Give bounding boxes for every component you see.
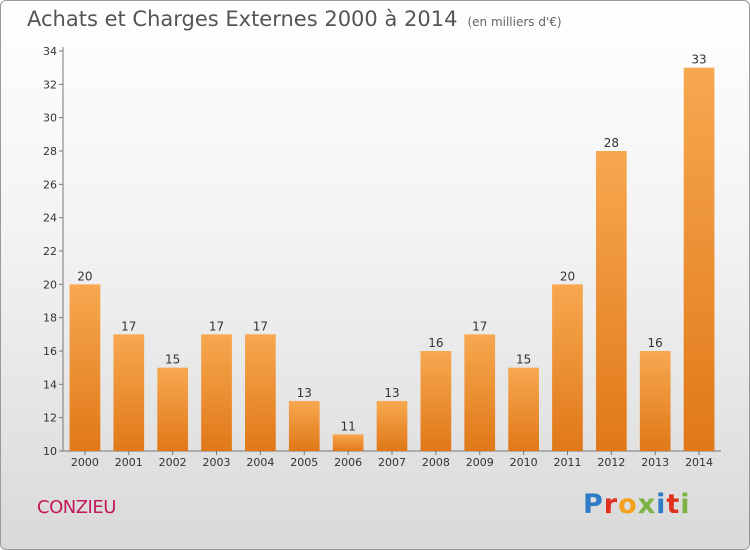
x-tick-label: 2012 <box>597 456 625 469</box>
bar <box>157 367 189 451</box>
data-label: 33 <box>691 53 706 67</box>
chart-title: Achats et Charges Externes 2000 à 2014 (e… <box>27 7 562 31</box>
y-tick-label: 30 <box>43 112 57 125</box>
data-label: 16 <box>428 336 443 350</box>
data-label: 17 <box>209 319 224 333</box>
data-label: 15 <box>165 353 180 367</box>
y-tick-label: 24 <box>43 212 57 225</box>
bar <box>508 367 539 451</box>
proxiti-logo: Proxiti <box>583 489 691 520</box>
data-label: 28 <box>604 136 619 150</box>
data-label: 17 <box>121 319 136 333</box>
bar <box>376 401 408 451</box>
bar <box>420 351 452 451</box>
x-tick-label: 2009 <box>466 456 494 469</box>
y-tick-label: 32 <box>43 78 57 91</box>
y-tick-label: 12 <box>43 412 57 425</box>
x-tick-label: 2011 <box>553 456 581 469</box>
y-tick-label: 22 <box>43 245 57 258</box>
bar <box>332 434 364 451</box>
bar <box>113 334 145 451</box>
bar <box>245 334 276 451</box>
bar <box>683 67 715 452</box>
y-tick-label: 16 <box>43 345 57 358</box>
data-label: 20 <box>77 269 92 283</box>
y-tick-label: 10 <box>43 445 57 458</box>
logo-letter: P <box>583 489 604 520</box>
data-label: 17 <box>472 319 487 333</box>
logo-letter: x <box>637 489 657 520</box>
commune-name: CONZIEU <box>37 497 116 518</box>
x-tick-label: 2005 <box>290 456 318 469</box>
x-tick-label: 2007 <box>378 456 406 469</box>
data-label: 15 <box>516 353 531 367</box>
bar <box>288 401 320 451</box>
logo-letter: i <box>656 489 667 520</box>
title-text: Achats et Charges Externes 2000 à 2014 <box>27 7 458 31</box>
data-label: 13 <box>384 386 399 400</box>
y-tick-label: 26 <box>43 178 57 191</box>
x-tick-label: 2014 <box>685 456 713 469</box>
x-tick-label: 2008 <box>422 456 450 469</box>
x-tick-label: 2013 <box>641 456 669 469</box>
logo-letter: r <box>603 489 619 520</box>
y-tick-label: 28 <box>43 145 57 158</box>
x-tick-label: 2001 <box>115 456 143 469</box>
data-label: 20 <box>560 269 575 283</box>
x-tick-label: 2004 <box>246 456 274 469</box>
logo-letter: t <box>666 489 681 520</box>
data-label: 17 <box>253 319 268 333</box>
data-label: 11 <box>340 419 355 433</box>
y-tick-label: 20 <box>43 278 57 291</box>
y-tick-label: 14 <box>43 378 57 391</box>
y-tick-label: 34 <box>43 45 57 58</box>
unit-label: (en milliers d'€) <box>467 15 562 29</box>
x-tick-label: 2002 <box>159 456 187 469</box>
bar <box>464 334 496 451</box>
data-label: 16 <box>648 336 663 350</box>
data-label: 13 <box>297 386 312 400</box>
x-tick-label: 2003 <box>203 456 231 469</box>
x-tick-label: 2000 <box>71 456 99 469</box>
y-tick-label: 18 <box>43 312 57 325</box>
bar <box>639 351 671 451</box>
bar <box>595 151 627 451</box>
bar <box>552 284 583 451</box>
bar <box>69 284 101 451</box>
x-tick-label: 2006 <box>334 456 362 469</box>
x-tick-label: 2010 <box>510 456 538 469</box>
bar <box>201 334 232 451</box>
logo-letter: i <box>680 489 691 520</box>
logo-letter: o <box>618 489 638 520</box>
